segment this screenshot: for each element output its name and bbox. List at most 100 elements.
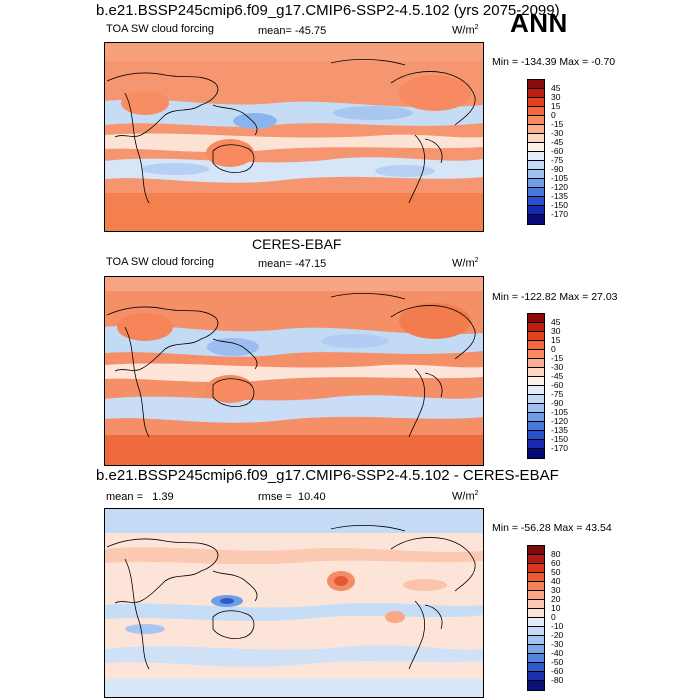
panel-1-title: b.e21.BSSP245cmip6.f09_g17.CMIP6-SSP2-4.… [96,2,560,19]
colorbar-swatch [528,573,544,582]
panel-1-colorbar [527,79,545,225]
colorbar-tick-label: -135 [551,191,569,201]
colorbar-swatch [528,107,544,116]
colorbar-swatch [528,663,544,672]
colorbar-tick-label: -30 [551,639,564,649]
panel-2-colorbar-labels: 45 30 15 0 -15 -30 -45 -60 -75 -90 -105 -120 -135 -15… [551,313,591,457]
panel-3-title: b.e21.BSSP245cmip6.f09_g17.CMIP6-SSP2-4.… [96,467,559,484]
panel-2-variable-label: TOA SW cloud forcing [106,256,215,268]
colorbar-swatch [528,332,544,341]
panel-3-colorbar-labels: 80 60 50 40 30 20 10 0 -10 -20 -30 -40 -50 -60 -80 [551,545,591,689]
colorbar-tick-label: -105 [551,407,569,417]
colorbar-tick-label: -120 [551,182,569,192]
colorbar-swatch [528,359,544,368]
colorbar-tick-label: 30 [551,585,561,595]
colorbar-swatch [528,197,544,206]
colorbar-swatch [528,350,544,359]
colorbar-tick-label: -120 [551,416,569,426]
colorbar-tick-label: 50 [551,567,561,577]
colorbar-swatch [528,368,544,377]
colorbar-tick-label: 10 [551,603,561,613]
colorbar-swatch [528,314,544,323]
colorbar-tick-label: -105 [551,173,569,183]
colorbar-tick-label: -170 [551,209,569,219]
colorbar-swatch [528,386,544,395]
season-label: ANN [510,8,568,38]
colorbar-swatch [528,449,544,458]
colorbar-swatch [528,681,544,690]
colorbar-tick-label: -80 [551,675,564,685]
colorbar-swatch [528,609,544,618]
panel-1-map [104,42,484,232]
colorbar-tick-label: 15 [551,335,561,345]
colorbar-swatch [528,341,544,350]
panel-3-map [104,508,484,698]
colorbar-tick-label: 15 [551,101,561,111]
colorbar-swatch [528,654,544,663]
colorbar-swatch [528,627,544,636]
colorbar-swatch [528,555,544,564]
colorbar-swatch [528,80,544,89]
panel-2-colorbar [527,313,545,459]
colorbar-swatch [528,591,544,600]
colorbar-tick-label: -170 [551,443,569,453]
colorbar-swatch [528,215,544,224]
colorbar-swatch [528,152,544,161]
colorbar-swatch [528,161,544,170]
colorbar-swatch [528,188,544,197]
colorbar-swatch [528,143,544,152]
panel-3-mean-label: mean = 1.39 [106,491,174,503]
colorbar-tick-label: -20 [551,630,564,640]
panel-3-map-field [105,509,483,697]
colorbar-tick-label: 45 [551,83,561,93]
panel-1-mean-label: mean= -45.75 [258,25,327,37]
panel-1-units-label: W/m2 [452,24,479,37]
colorbar-swatch [528,134,544,143]
colorbar-swatch [528,116,544,125]
colorbar-tick-label: 45 [551,317,561,327]
panel-1-map-field [105,43,483,231]
colorbar-tick-label: -60 [551,380,564,390]
colorbar-swatch [528,546,544,555]
colorbar-swatch [528,179,544,188]
colorbar-swatch [528,618,544,627]
colorbar-tick-label: -75 [551,155,564,165]
colorbar-tick-label: 0 [551,612,556,622]
panel-1-variable-label: TOA SW cloud forcing [106,23,215,35]
panel-2-units-label: W/m2 [452,257,479,270]
panel-2-title: CERES-EBAF [252,236,342,252]
colorbar-tick-label: -90 [551,164,564,174]
panel-1-colorbar-labels: 45 30 15 0 -15 -30 -45 -60 -75 -90 -105 -120 -135 -15… [551,79,591,223]
panel-1-minmax-label: Min = -134.39 Max = -0.70 [492,56,616,68]
panel-2-map-field [105,277,483,465]
colorbar-swatch [528,645,544,654]
panel-3-minmax-label: Min = -56.28 Max = 43.54 [492,522,612,534]
panel-3-units-label: W/m2 [452,490,479,503]
colorbar-tick-label: 20 [551,594,561,604]
colorbar-swatch [528,431,544,440]
colorbar-tick-label: -10 [551,621,564,631]
colorbar-tick-label: -30 [551,362,564,372]
colorbar-tick-label: -45 [551,371,564,381]
panel-2-mean-label: mean= -47.15 [258,258,327,270]
colorbar-tick-label: 40 [551,576,561,586]
colorbar-swatch [528,98,544,107]
colorbar-tick-label: 0 [551,344,556,354]
colorbar-swatch [528,582,544,591]
colorbar-swatch [528,377,544,386]
colorbar-swatch [528,422,544,431]
panel-2-map [104,276,484,466]
colorbar-swatch [528,170,544,179]
colorbar-swatch [528,395,544,404]
colorbar-swatch [528,89,544,98]
colorbar-swatch [528,600,544,609]
colorbar-tick-label: -50 [551,657,564,667]
panel-2-minmax-label: Min = -122.82 Max = 27.03 [492,291,618,303]
colorbar-swatch [528,636,544,645]
colorbar-tick-label: 0 [551,110,556,120]
panel-3-colorbar [527,545,545,691]
colorbar-tick-label: -75 [551,389,564,399]
colorbar-tick-label: -30 [551,128,564,138]
colorbar-tick-label: -60 [551,146,564,156]
colorbar-tick-label: -90 [551,398,564,408]
